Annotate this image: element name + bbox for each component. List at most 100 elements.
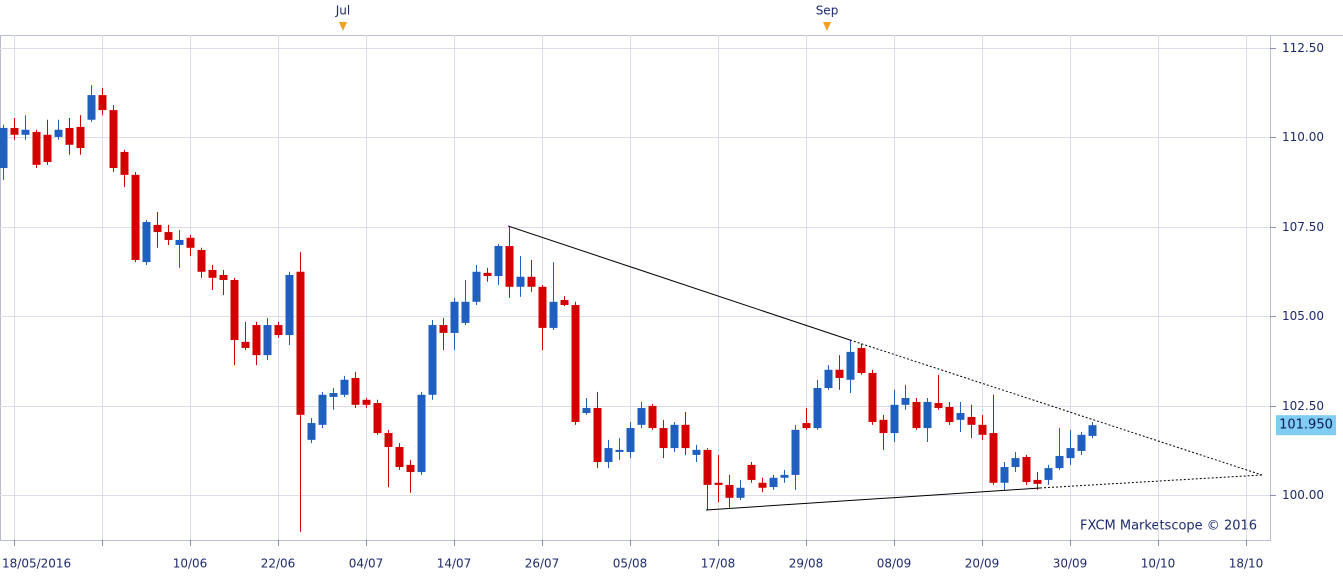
candle-body — [659, 428, 668, 449]
candle-body — [736, 487, 745, 498]
candle-body — [1055, 455, 1064, 469]
y-tick-label: 107.50 — [1282, 220, 1324, 234]
candle-body — [296, 271, 305, 415]
candle-body — [571, 305, 580, 422]
candle-body — [670, 424, 679, 449]
candle-body — [32, 131, 41, 165]
candle-body — [637, 408, 646, 425]
candle-body — [87, 95, 96, 120]
x-tick-label: 30/09 — [1053, 557, 1088, 571]
x-tick-label: 18/10 — [1229, 557, 1264, 571]
candle-body — [824, 369, 833, 388]
x-tick-label: 18/05/2016 — [2, 557, 71, 571]
candle-body — [1000, 467, 1009, 483]
candle-body — [208, 269, 217, 278]
candle-body — [505, 246, 514, 287]
candle-body — [527, 276, 536, 287]
x-tick-label: 20/09 — [965, 557, 1000, 571]
y-tick-label: 110.00 — [1282, 130, 1324, 144]
candle-body — [0, 127, 8, 169]
candle-body — [494, 246, 503, 277]
candle-body — [769, 477, 778, 488]
top-marker — [339, 22, 347, 31]
candle-body — [153, 224, 162, 233]
candle-body — [901, 398, 910, 405]
candle-body — [274, 325, 283, 336]
candle-body — [868, 372, 877, 422]
candle-body — [340, 379, 349, 395]
candle-body — [351, 377, 360, 405]
candle-body — [395, 447, 404, 468]
candle-body — [329, 393, 338, 397]
candle-body — [1066, 448, 1075, 459]
candle-body — [626, 428, 635, 453]
x-tick-label: 14/07 — [437, 557, 472, 571]
candle-body — [472, 271, 481, 302]
candle-body — [934, 403, 943, 409]
candle-body — [725, 484, 734, 498]
candle-body — [186, 237, 195, 248]
x-tick-label: 22/06 — [261, 557, 296, 571]
candle-body — [120, 151, 129, 175]
candle-body — [10, 127, 19, 135]
y-tick-label: 112.50 — [1282, 41, 1324, 55]
trendline — [507, 225, 851, 341]
candle-body — [1088, 425, 1097, 436]
candle-body — [439, 325, 448, 333]
candle-body — [615, 449, 624, 453]
candle-body — [241, 341, 250, 348]
candle-body — [252, 325, 261, 356]
candle-body — [703, 449, 712, 485]
y-tick-label: 105.00 — [1282, 309, 1324, 323]
candle-body — [516, 276, 525, 287]
candle-body — [131, 174, 140, 260]
x-tick-label: 04/07 — [349, 557, 384, 571]
candle-body — [956, 413, 965, 420]
candle-body — [560, 300, 569, 306]
candle-body — [692, 449, 701, 455]
candle-body — [714, 482, 723, 485]
candle-body — [483, 272, 492, 277]
trendline — [705, 487, 1041, 511]
candle-body — [549, 301, 558, 328]
x-tick-label: 10/10 — [1141, 557, 1176, 571]
candle-body — [263, 325, 272, 356]
top-label: Jul — [335, 4, 350, 18]
candle-body — [285, 274, 294, 336]
candle-body — [890, 404, 899, 434]
candle-body — [989, 433, 998, 483]
candle-body — [681, 424, 690, 449]
candle-body — [758, 482, 767, 488]
candle-body — [428, 325, 437, 395]
candle-body — [582, 408, 591, 414]
candle-body — [373, 403, 382, 434]
candle-body — [923, 401, 932, 429]
candle-body — [21, 129, 30, 135]
candle-body — [835, 369, 844, 378]
candle-body — [76, 126, 85, 149]
x-tick-label: 05/08 — [613, 557, 648, 571]
candle-body — [846, 351, 855, 380]
top-label: Sep — [816, 4, 839, 18]
y-tick-label: 102.50 — [1282, 399, 1324, 413]
candle-body — [912, 401, 921, 429]
candle-body — [538, 286, 547, 328]
candle-body — [98, 95, 107, 111]
candle-body — [1022, 457, 1031, 483]
candle-body — [43, 134, 52, 162]
candle-body — [65, 127, 74, 145]
candle-body — [802, 423, 811, 429]
candle-body — [813, 387, 822, 429]
y-tick-label: 100.00 — [1282, 488, 1324, 502]
candle-body — [747, 464, 756, 480]
x-tick-label: 17/08 — [701, 557, 736, 571]
candle-body — [978, 424, 987, 435]
candle-body — [791, 429, 800, 475]
candle-body — [1033, 479, 1042, 484]
candle-body — [318, 394, 327, 425]
x-tick-label: 10/06 — [173, 557, 208, 571]
x-tick-label: 26/07 — [525, 557, 560, 571]
candle-body — [780, 474, 789, 478]
